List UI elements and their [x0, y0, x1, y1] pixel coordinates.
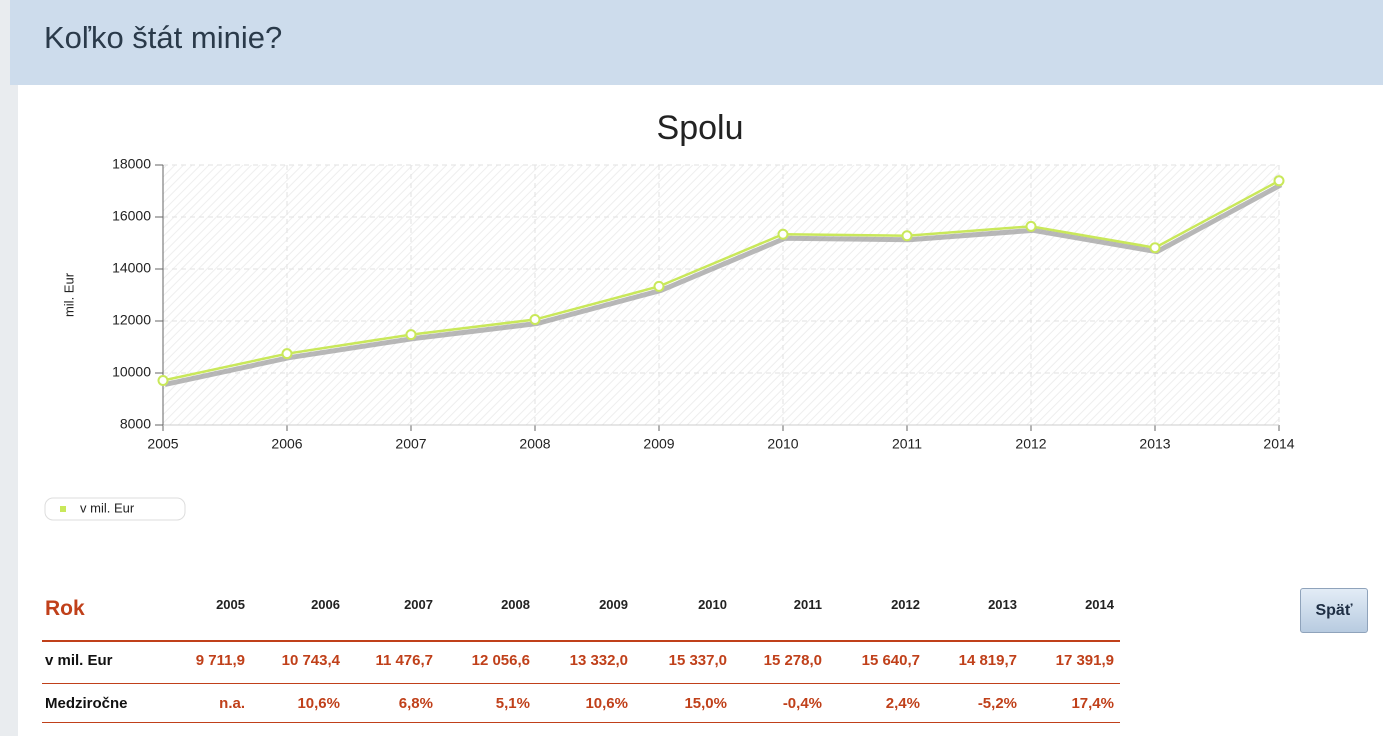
table-cell: 2013 — [988, 597, 1017, 612]
legend-label: v mil. Eur — [80, 500, 135, 515]
table-cell: 15 337,0 — [668, 652, 727, 669]
table-cell: 2005 — [216, 597, 245, 612]
table-cell: 17,4% — [1071, 695, 1114, 712]
point — [157, 374, 169, 386]
table-cell: -5,2% — [977, 695, 1017, 712]
table-cell: 10 743,4 — [281, 652, 340, 669]
legend-box — [44, 497, 186, 521]
table-cell: 2006 — [311, 597, 340, 612]
point — [405, 329, 417, 341]
table-cell: 15 278,0 — [763, 652, 822, 669]
point — [901, 230, 913, 242]
table-cell: 2014 — [1085, 597, 1114, 612]
table-rule — [42, 640, 1120, 642]
point — [1149, 242, 1161, 254]
point — [529, 314, 541, 326]
table-cell: n.a. — [219, 695, 245, 712]
table-rule — [42, 722, 1120, 723]
table-cell: 15 640,7 — [861, 652, 920, 669]
point — [281, 348, 293, 360]
x-tick-label: 2012 — [1015, 436, 1046, 452]
chart: Spolu mil. Eur 8000 10000 12000 14000 16000 1… — [44, 109, 1295, 521]
point — [1025, 220, 1037, 232]
x-tick-label: 2014 — [1263, 436, 1294, 452]
table-cell: 10,6% — [585, 695, 628, 712]
table-cell: 6,8% — [398, 695, 433, 712]
table-cell: Rok — [45, 597, 85, 620]
x-tick-label: 2009 — [643, 436, 674, 452]
y-axis-label: mil. Eur — [61, 272, 76, 317]
y-tick-label: 18000 — [112, 156, 151, 172]
plot-area — [163, 165, 1279, 425]
chart-title: Spolu — [657, 109, 744, 147]
legend-swatch — [60, 506, 66, 512]
table-cell: v mil. Eur — [45, 652, 113, 669]
table-cell: 2012 — [891, 597, 920, 612]
header: Koľko štát minie? — [10, 0, 1383, 85]
line — [162, 179, 1280, 382]
table-cell: 11 476,7 — [375, 652, 433, 669]
y-tick-label: 16000 — [112, 208, 151, 224]
table-cell: 2,4% — [885, 695, 920, 712]
line-shadow — [164, 182, 1283, 387]
x-tick-label: 2010 — [767, 436, 798, 452]
x-tick-label: 2008 — [519, 436, 550, 452]
table-cell: 12 056,6 — [471, 652, 530, 669]
table-cell: 2009 — [599, 597, 628, 612]
table-rule — [42, 683, 1120, 684]
table-cell: 10,6% — [297, 695, 340, 712]
table-cell: 9 711,9 — [195, 652, 245, 669]
point — [1273, 175, 1285, 187]
table-cell: Medziročne — [45, 695, 128, 712]
y-tick-label: 10000 — [112, 364, 151, 380]
x-tick-label: 2007 — [395, 436, 426, 452]
table-cell: 2010 — [698, 597, 727, 612]
y-tick-label: 12000 — [112, 312, 151, 328]
table-cell: 14 819,7 — [958, 652, 1017, 669]
x-tick-label: 2005 — [147, 436, 178, 452]
y-tick-label: 14000 — [112, 260, 151, 276]
table-cell: 2008 — [501, 597, 530, 612]
x-tick-label: 2006 — [271, 436, 302, 452]
table-cell: 2007 — [404, 597, 433, 612]
x-tick-label: 2013 — [1139, 436, 1170, 452]
point — [777, 228, 789, 240]
table-cell: -0,4% — [782, 695, 822, 712]
table-cell: 13 332,0 — [569, 652, 628, 669]
table-cell: 17 391,9 — [1055, 652, 1114, 669]
table-cell: 5,1% — [495, 695, 530, 712]
y-tick-label: 8000 — [120, 416, 151, 432]
point — [653, 280, 665, 292]
table-cell: 15,0% — [684, 695, 727, 712]
back-button[interactable]: Späť — [1300, 588, 1368, 633]
x-tick-label: 2011 — [892, 436, 922, 452]
page-title: Koľko štát minie? — [44, 20, 283, 55]
table-cell: 2011 — [793, 597, 822, 612]
